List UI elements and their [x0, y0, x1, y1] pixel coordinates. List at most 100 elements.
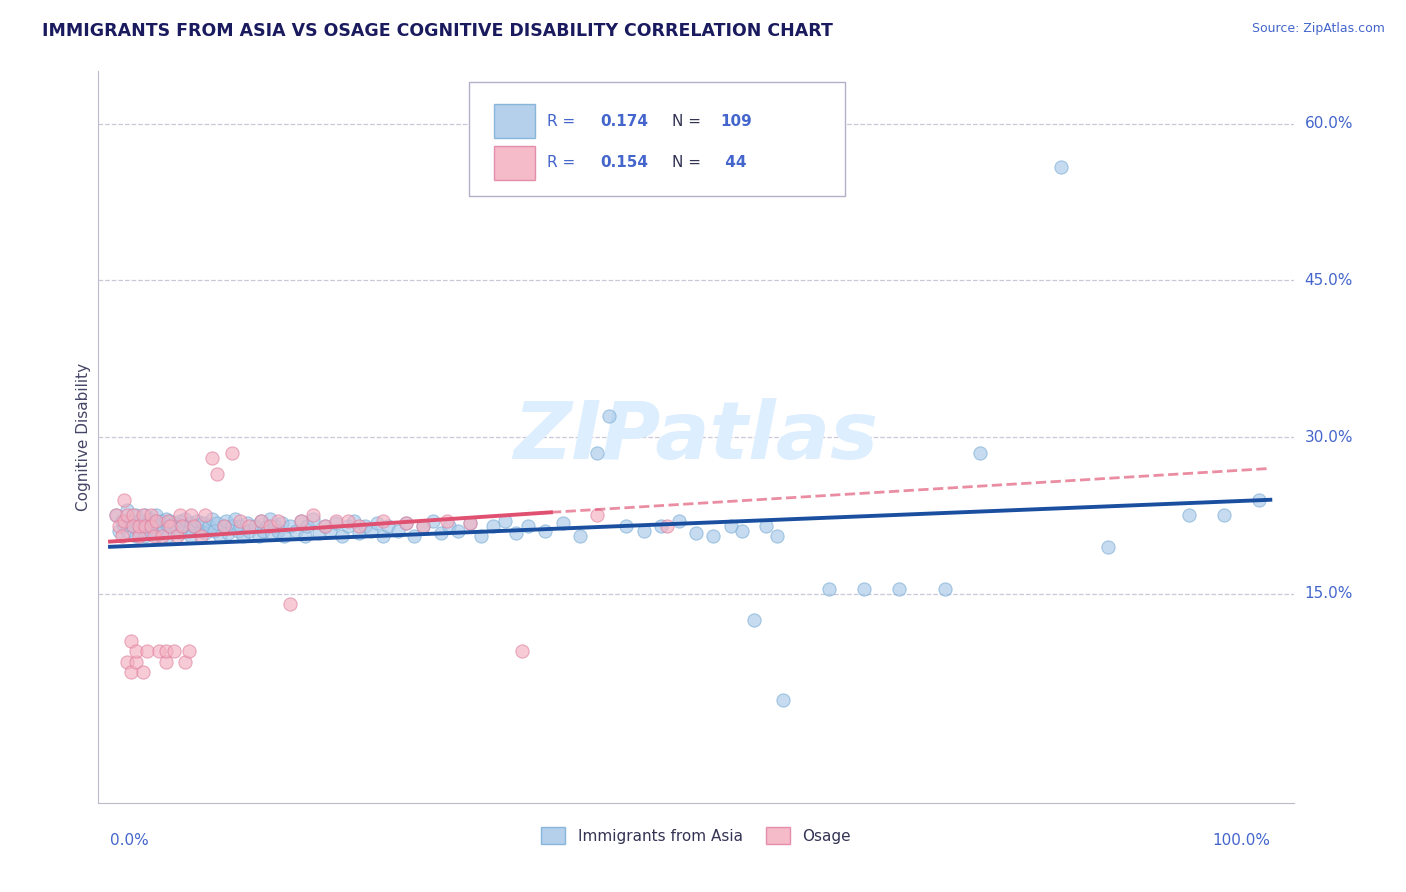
Point — [131, 508, 153, 523]
Text: R =: R = — [547, 155, 579, 170]
Point — [458, 516, 481, 530]
Point — [336, 514, 359, 528]
Point — [108, 519, 131, 533]
Point — [120, 665, 142, 680]
Point — [1212, 508, 1234, 523]
Point — [190, 529, 212, 543]
Point — [128, 524, 150, 538]
Point — [297, 519, 319, 533]
Point — [238, 524, 260, 538]
Point — [180, 508, 202, 523]
Point — [731, 524, 754, 538]
Point — [969, 446, 991, 460]
Point — [633, 524, 655, 538]
Point — [685, 526, 707, 541]
Point — [134, 519, 156, 533]
Text: 30.0%: 30.0% — [1305, 430, 1353, 444]
Point — [243, 519, 266, 533]
Point — [377, 519, 399, 533]
Point — [169, 526, 191, 541]
Point — [166, 522, 188, 536]
Point — [201, 450, 224, 465]
Text: 45.0%: 45.0% — [1305, 273, 1353, 288]
Point — [112, 492, 135, 507]
Point — [215, 514, 238, 528]
Point — [108, 524, 131, 538]
Point — [263, 519, 285, 533]
Point — [755, 519, 778, 533]
Point — [229, 519, 252, 533]
Legend: Immigrants from Asia, Osage: Immigrants from Asia, Osage — [534, 822, 858, 850]
Point — [1050, 161, 1073, 175]
Point — [273, 529, 295, 543]
Point — [510, 644, 533, 658]
Point — [186, 514, 208, 528]
Point — [1097, 540, 1119, 554]
Point — [270, 516, 292, 530]
Point — [204, 524, 226, 538]
Point — [111, 514, 134, 528]
Point — [183, 519, 205, 533]
Point — [534, 524, 557, 538]
Text: 0.174: 0.174 — [600, 113, 648, 128]
Point — [148, 519, 170, 533]
Point — [131, 665, 153, 680]
Point — [201, 511, 224, 525]
Point — [252, 524, 274, 538]
Point — [250, 514, 273, 528]
FancyBboxPatch shape — [494, 104, 534, 138]
Point — [766, 529, 789, 543]
Text: Source: ZipAtlas.com: Source: ZipAtlas.com — [1251, 22, 1385, 36]
Point — [238, 519, 260, 533]
Text: 100.0%: 100.0% — [1212, 833, 1270, 848]
Point — [157, 519, 180, 533]
Point — [360, 524, 382, 538]
Point — [330, 529, 353, 543]
Point — [205, 467, 228, 481]
Point — [742, 613, 765, 627]
Point — [551, 516, 574, 530]
Text: 0.154: 0.154 — [600, 155, 648, 170]
Point — [349, 519, 371, 533]
Point — [1247, 492, 1270, 507]
Point — [221, 519, 243, 533]
Text: N =: N = — [672, 155, 706, 170]
Point — [124, 508, 146, 523]
Point — [150, 514, 173, 528]
Point — [117, 524, 139, 538]
Point — [429, 526, 451, 541]
Point — [117, 655, 139, 669]
Point — [302, 511, 325, 525]
Point — [194, 526, 217, 541]
Text: 15.0%: 15.0% — [1305, 586, 1353, 601]
Point — [177, 644, 200, 658]
Point — [412, 519, 434, 533]
Point — [174, 511, 197, 525]
Point — [170, 519, 193, 533]
Point — [104, 508, 127, 523]
FancyBboxPatch shape — [470, 82, 845, 195]
Point — [166, 529, 188, 543]
Point — [145, 514, 167, 528]
Point — [124, 644, 146, 658]
Point — [650, 519, 672, 533]
Point — [122, 508, 145, 523]
Point — [155, 644, 177, 658]
Point — [598, 409, 620, 424]
Point — [319, 524, 342, 538]
Point — [212, 519, 235, 533]
Point — [586, 508, 609, 523]
Point — [217, 526, 239, 541]
Point — [720, 519, 742, 533]
Point — [447, 524, 470, 538]
Point — [308, 526, 330, 541]
FancyBboxPatch shape — [494, 146, 534, 179]
Point — [284, 524, 307, 538]
Point — [343, 514, 366, 528]
Point — [267, 514, 290, 528]
Point — [136, 644, 159, 658]
Point — [229, 514, 252, 528]
Point — [436, 514, 458, 528]
Point — [120, 514, 142, 528]
Point — [494, 514, 516, 528]
